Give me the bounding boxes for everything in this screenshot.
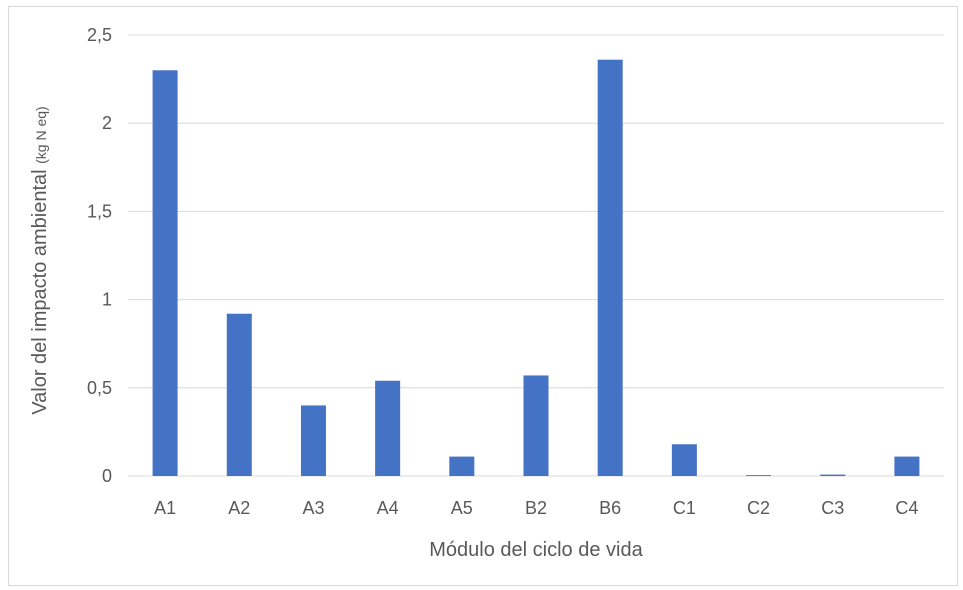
bar-a3 bbox=[300, 405, 326, 476]
x-axis-title: Módulo del ciclo de vida bbox=[429, 539, 643, 561]
x-tick-labels: A1 A2 A3 A4 A5 B2 B6 C1 C2 C3 C4 bbox=[154, 498, 918, 518]
x-tick-label: A5 bbox=[451, 498, 473, 518]
x-tick-label: C3 bbox=[821, 498, 844, 518]
gridlines bbox=[128, 34, 944, 477]
bar-c1 bbox=[671, 444, 697, 476]
y-tick-label: 0 bbox=[102, 466, 112, 486]
x-tick-label: A1 bbox=[154, 498, 176, 518]
x-tick-label: A2 bbox=[228, 498, 250, 518]
y-axis-title: Valor del impacto ambiental (kg N eq) bbox=[29, 106, 51, 414]
y-tick-label: 2,5 bbox=[87, 25, 112, 45]
y-axis-title-unit: (kg N eq) bbox=[33, 106, 49, 164]
y-tick-label: 2 bbox=[102, 113, 112, 133]
x-tick-label: C1 bbox=[673, 498, 696, 518]
x-tick-label: B6 bbox=[599, 498, 621, 518]
bar-c2 bbox=[746, 475, 772, 476]
y-tick-label: 1,5 bbox=[87, 201, 112, 221]
y-tick-label: 1 bbox=[102, 290, 112, 310]
bars bbox=[152, 59, 920, 477]
bar-b6 bbox=[597, 59, 623, 477]
x-tick-label: C2 bbox=[747, 498, 770, 518]
x-tick-label: A4 bbox=[377, 498, 399, 518]
y-tick-label: 0,5 bbox=[87, 378, 112, 398]
bar-a1 bbox=[152, 70, 178, 476]
bar-a4 bbox=[375, 380, 401, 476]
y-axis-title-main: Valor del impacto ambiental bbox=[29, 164, 51, 415]
bar-b2 bbox=[523, 375, 549, 476]
bar-a2 bbox=[226, 313, 252, 476]
x-tick-label: B2 bbox=[525, 498, 547, 518]
bar-c3 bbox=[820, 474, 846, 476]
x-tick-label: C4 bbox=[895, 498, 918, 518]
bar-a5 bbox=[449, 456, 475, 476]
bar-c4 bbox=[894, 456, 920, 476]
y-tick-labels: 0 0,5 1 1,5 2 2,5 bbox=[87, 25, 112, 486]
x-tick-label: A3 bbox=[302, 498, 324, 518]
